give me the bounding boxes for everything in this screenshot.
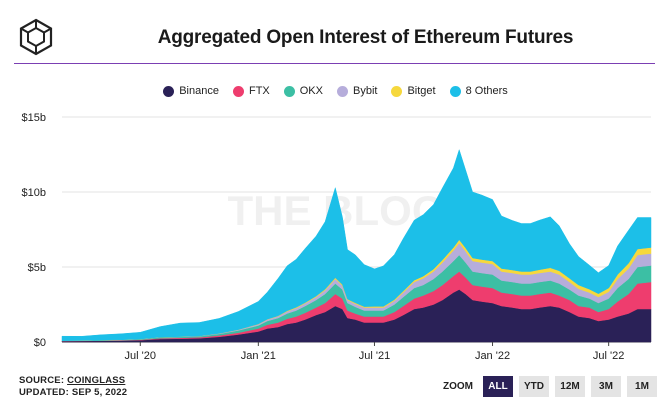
- legend-label: Bybit: [352, 85, 378, 97]
- zoom-3m-button[interactable]: 3M: [591, 376, 621, 397]
- y-tick-label: $15b: [22, 112, 46, 124]
- title-divider: [14, 63, 655, 64]
- y-tick-label: $10b: [22, 187, 46, 199]
- legend-dot: [283, 85, 295, 97]
- zoom-12m-button[interactable]: 12M: [555, 376, 585, 397]
- zoom-label: ZOOM: [443, 381, 473, 392]
- legend-item-bybit[interactable]: Bybit: [336, 85, 378, 97]
- source-link[interactable]: COINGLASS: [67, 375, 126, 386]
- source-label: SOURCE:: [19, 375, 65, 386]
- legend-item-ftx[interactable]: FTX: [232, 85, 270, 97]
- x-tick-label: Jul '21: [359, 350, 390, 360]
- y-tick-label: $0: [34, 337, 46, 349]
- x-tick-label: Jul '20: [125, 350, 156, 360]
- legend-item-okx[interactable]: OKX: [283, 85, 323, 97]
- updated-date: UPDATED: SEP 5, 2022: [19, 387, 128, 398]
- legend-item-others[interactable]: 8 Others: [449, 85, 508, 97]
- x-tick-label: Jan '22: [475, 350, 510, 360]
- legend-dot: [232, 85, 244, 97]
- x-tick-label: Jul '22: [593, 350, 624, 360]
- x-axis: Jul '20 Jan '21 Jul '21 Jan '22 Jul '22: [125, 342, 624, 360]
- area-series-group: [61, 148, 652, 343]
- the-block-logo-icon: [18, 18, 54, 56]
- legend-label: FTX: [248, 85, 270, 97]
- legend-dot: [163, 85, 175, 97]
- stacked-area-chart: THE BLOCK $0$5b$10b$15b Jul '20 Jan '21 Ju…: [22, 112, 652, 360]
- y-tick-label: $5b: [28, 262, 46, 274]
- chart-title: Aggregated Open Interest of Ethereum Fut…: [157, 27, 574, 48]
- legend-dot: [336, 85, 348, 97]
- legend-label: Bitget: [407, 85, 436, 97]
- legend-label: OKX: [299, 85, 323, 97]
- source-line: SOURCE: COINGLASS: [19, 375, 127, 387]
- zoom-ytd-button[interactable]: YTD: [519, 376, 549, 397]
- legend-item-binance[interactable]: Binance: [163, 85, 219, 97]
- legend-dot: [391, 85, 403, 97]
- zoom-all-button[interactable]: ALL: [483, 376, 513, 397]
- legend-item-bitget[interactable]: Bitget: [391, 85, 436, 97]
- area-series-8-others: [61, 148, 652, 341]
- legend-label: Binance: [179, 85, 219, 97]
- y-axis: $0 $5b $10b $15b: [22, 112, 46, 349]
- chart-footer: SOURCE: COINGLASS UPDATED: SEP 5, 2022: [19, 375, 127, 399]
- x-tick-label: Jan '21: [241, 350, 276, 360]
- zoom-1m-button[interactable]: 1M: [627, 376, 657, 397]
- chart-legend: Binance FTX OKX Bybit Bitget 8 Others: [0, 85, 671, 97]
- zoom-controls: ZOOM ALL YTD 12M 3M 1M: [443, 376, 657, 397]
- legend-label: 8 Others: [465, 85, 508, 97]
- legend-dot: [449, 85, 461, 97]
